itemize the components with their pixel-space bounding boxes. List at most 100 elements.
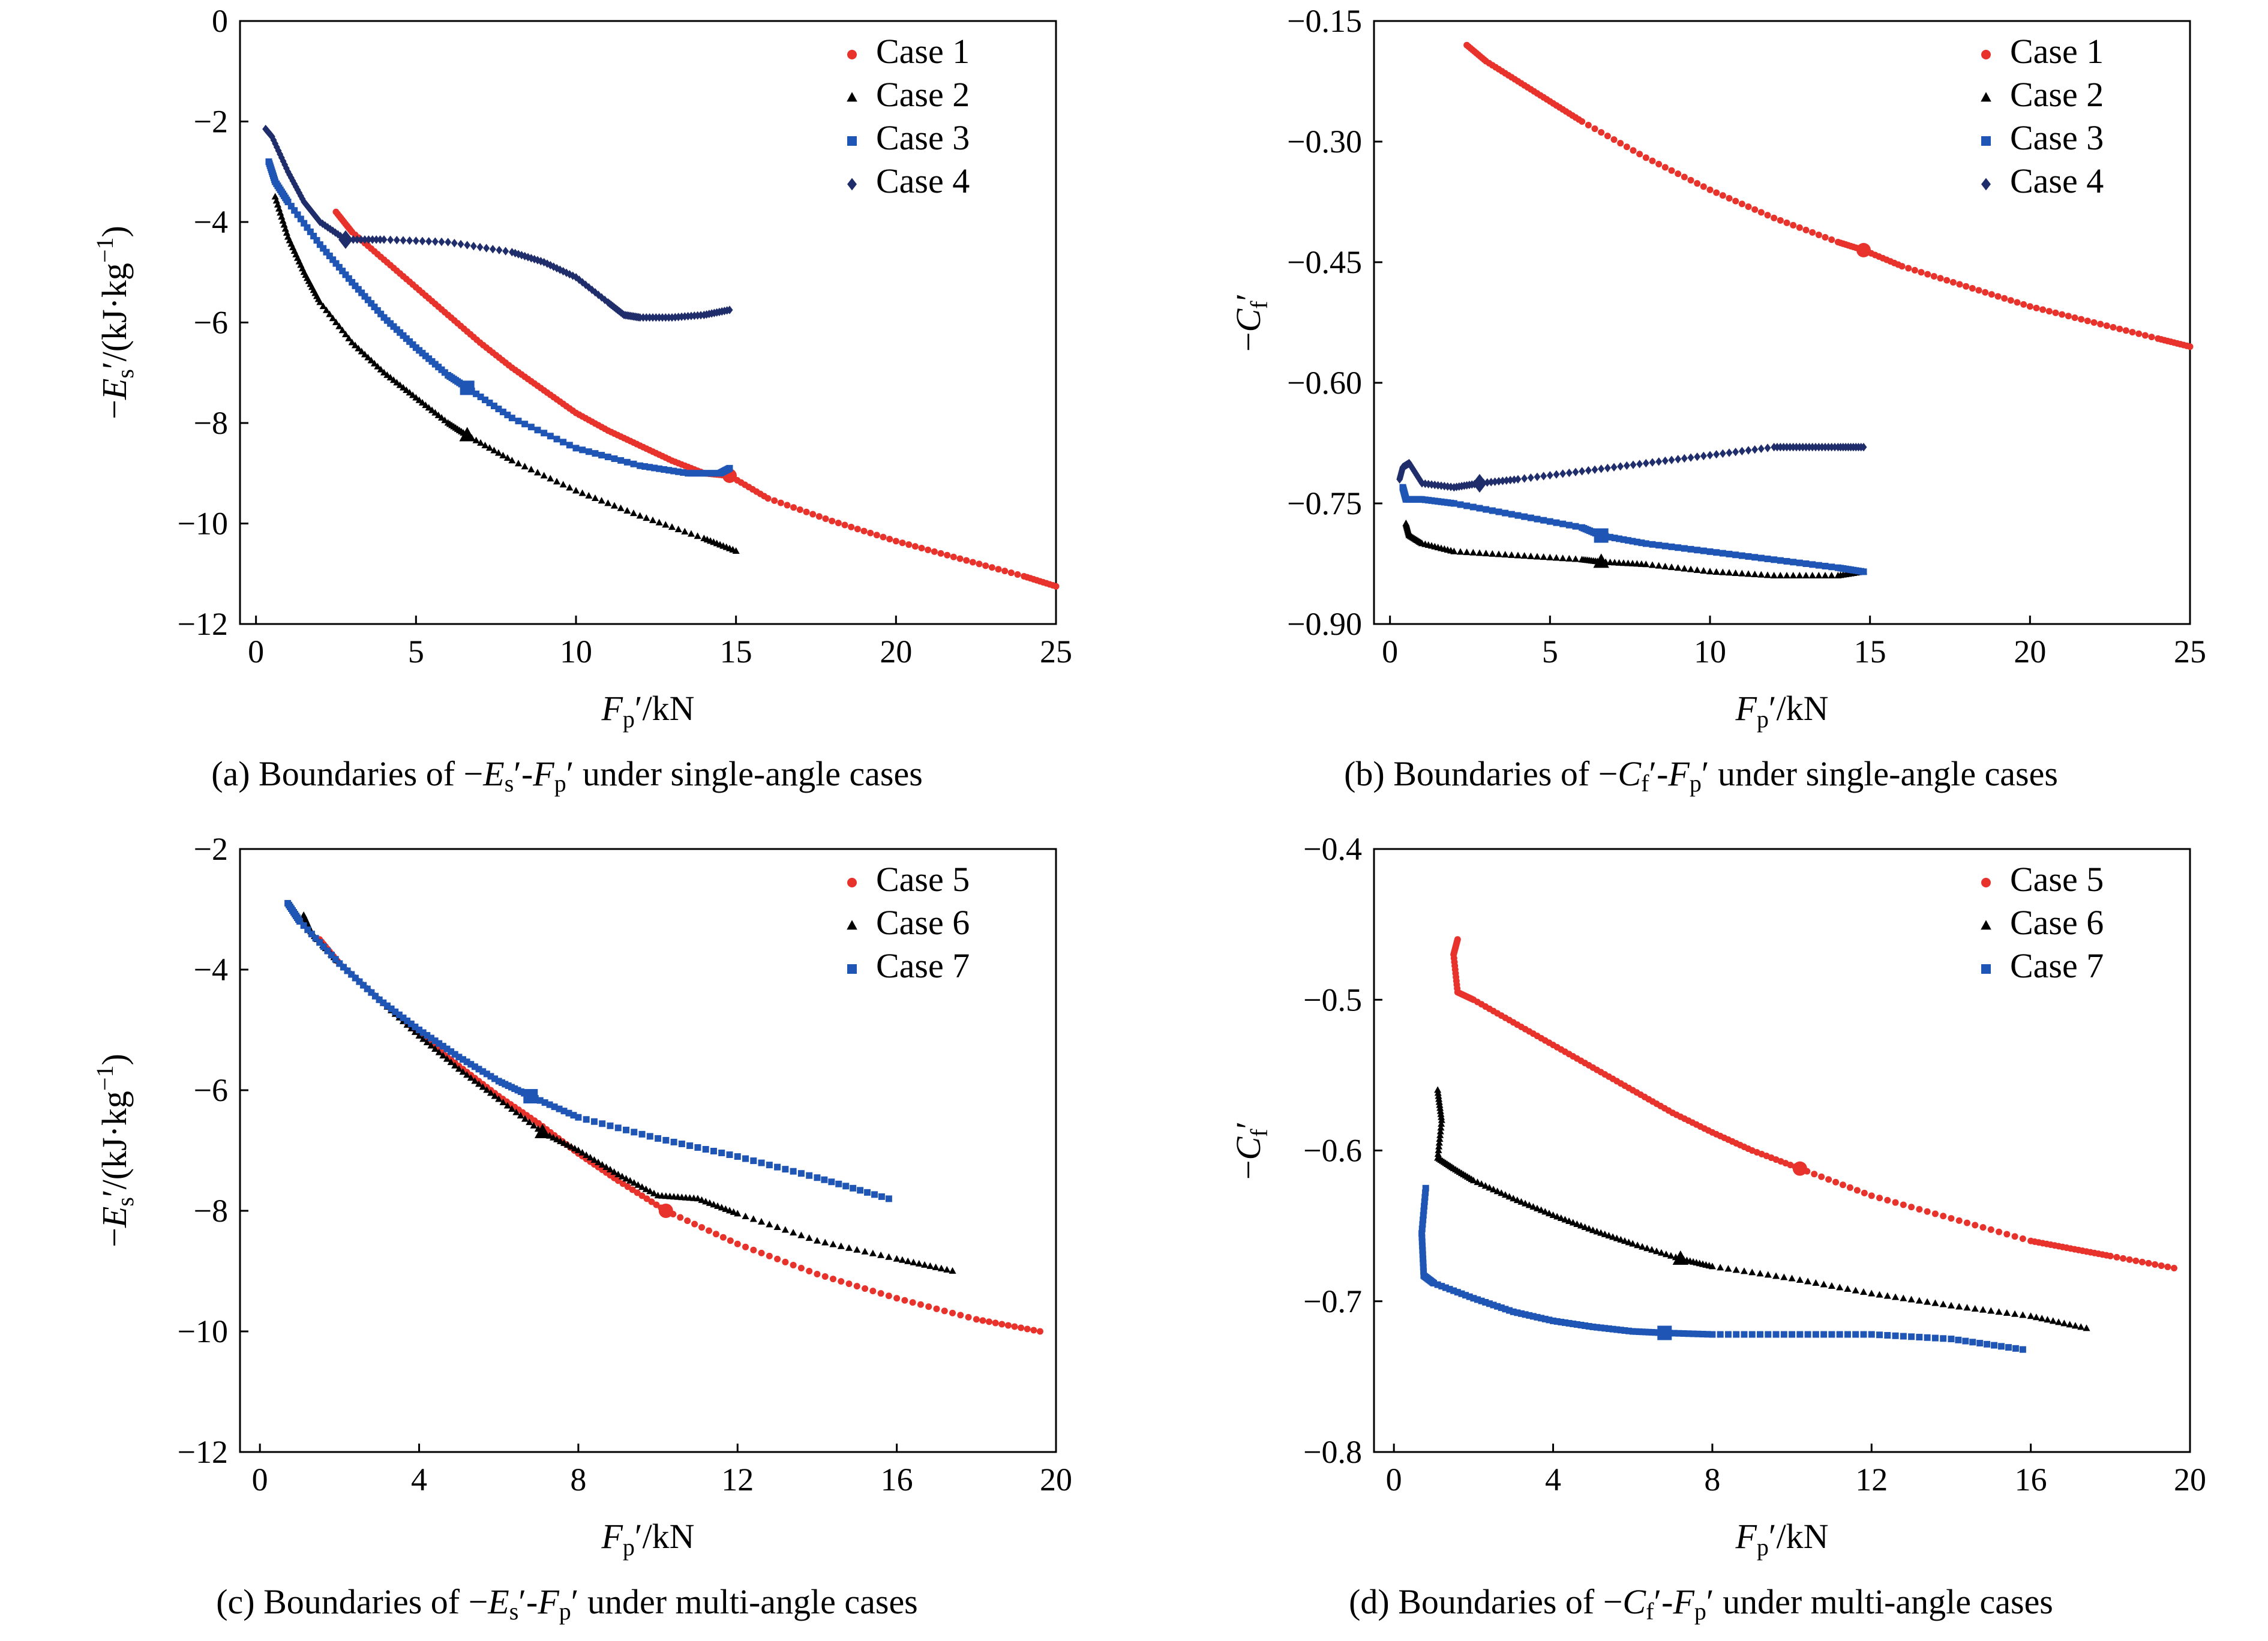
data-point <box>2129 329 2136 336</box>
data-point <box>312 935 319 942</box>
data-point <box>371 304 378 311</box>
data-point <box>1732 551 1739 559</box>
data-point <box>1573 1220 1581 1228</box>
legend-marker <box>1981 964 1991 974</box>
data-point <box>857 1187 864 1194</box>
data-point <box>1709 1331 1716 1338</box>
data-point <box>485 444 494 451</box>
data-point <box>350 235 357 244</box>
data-point <box>521 421 529 428</box>
data-point <box>436 1040 443 1047</box>
data-point <box>1681 454 1688 463</box>
x-axis-label: Fp′/kN <box>601 1517 694 1561</box>
data-point <box>427 1042 435 1049</box>
data-point <box>1436 1135 1444 1142</box>
data-point <box>1521 513 1528 520</box>
data-point <box>1621 1327 1628 1334</box>
x-tick-label: 12 <box>1855 1462 1888 1498</box>
data-point <box>1994 293 2002 300</box>
data-point <box>1450 1287 1457 1294</box>
data-point <box>1489 507 1496 514</box>
data-point <box>1611 535 1618 542</box>
data-point <box>352 974 359 982</box>
data-point <box>611 455 618 462</box>
data-point <box>925 1303 932 1310</box>
data-point <box>1853 1187 1861 1194</box>
data-point <box>1804 1277 1812 1285</box>
panel-a: 0 5 10 15 20 25 0 −2 −4 −6 −8 −10 −12 Fp′/kN −Es′/(kJ·… <box>0 0 1134 813</box>
data-point <box>1498 1189 1505 1196</box>
data-point <box>1892 1199 1899 1206</box>
data-point <box>324 947 331 955</box>
legend-marker <box>847 178 857 191</box>
legend-marker <box>847 50 857 59</box>
legend-marker <box>847 920 857 930</box>
data-point <box>316 241 323 248</box>
data-point <box>782 1166 789 1173</box>
y-tick-label: −6 <box>194 305 228 341</box>
data-point <box>1756 1270 1764 1277</box>
data-point <box>376 996 383 1003</box>
data-point <box>508 415 515 422</box>
data-point <box>1811 1171 1818 1178</box>
data-point <box>1657 1249 1666 1256</box>
legend-marker <box>1981 136 1991 146</box>
data-point <box>2045 308 2053 315</box>
data-point <box>1607 533 1614 541</box>
data-point <box>527 424 535 431</box>
data-point <box>973 1316 980 1323</box>
data-point <box>415 396 423 403</box>
data-point <box>1719 568 1727 575</box>
data-point <box>643 1195 650 1202</box>
data-point <box>508 457 516 464</box>
data-point <box>1840 1181 1847 1189</box>
caption-d: (d) Boundaries of −Cf′-Fp′ under multi-a… <box>1134 1581 2268 1633</box>
data-point <box>822 515 829 523</box>
data-point <box>566 484 574 491</box>
data-point <box>1911 266 1918 274</box>
data-point <box>1534 1313 1541 1321</box>
data-point <box>854 526 861 533</box>
data-point <box>559 481 567 488</box>
data-point <box>797 1231 805 1238</box>
data-point <box>655 1135 662 1142</box>
data-point <box>1463 502 1471 509</box>
data-point <box>668 523 676 530</box>
data-point <box>556 265 563 274</box>
data-point <box>862 1285 869 1292</box>
data-point <box>416 1027 423 1033</box>
data-point <box>1987 1226 1994 1233</box>
highlight-point <box>1594 528 1609 543</box>
data-point <box>618 1172 626 1180</box>
data-point <box>1418 1234 1426 1241</box>
data-point <box>1434 1086 1442 1093</box>
data-point <box>355 344 362 352</box>
data-point <box>1420 1264 1427 1271</box>
data-point <box>988 564 995 571</box>
data-point <box>1996 1228 2003 1235</box>
data-point <box>1741 1331 1748 1338</box>
data-point <box>1900 1333 1907 1340</box>
data-point <box>1502 509 1509 517</box>
data-point <box>2055 1318 2063 1325</box>
caption-a-suffix: ′ under single-angle cases <box>566 754 923 793</box>
data-point <box>1844 1331 1851 1338</box>
data-point <box>1577 1321 1585 1328</box>
caption-d-y: C <box>1622 1582 1646 1621</box>
data-point <box>976 560 983 568</box>
legend-marker <box>847 136 857 146</box>
data-point <box>1861 1189 1868 1196</box>
data-point <box>486 400 493 406</box>
data-point <box>424 1032 431 1039</box>
highlight-point <box>1472 473 1487 493</box>
data-point <box>412 1023 419 1030</box>
data-point <box>841 521 848 529</box>
data-point <box>1597 1229 1605 1236</box>
data-point <box>1630 147 1637 154</box>
data-point <box>1699 1331 1706 1338</box>
data-point <box>1751 570 1759 577</box>
data-point <box>941 1307 948 1315</box>
data-point <box>380 999 387 1006</box>
data-point <box>986 1318 993 1325</box>
data-point <box>797 1170 805 1177</box>
